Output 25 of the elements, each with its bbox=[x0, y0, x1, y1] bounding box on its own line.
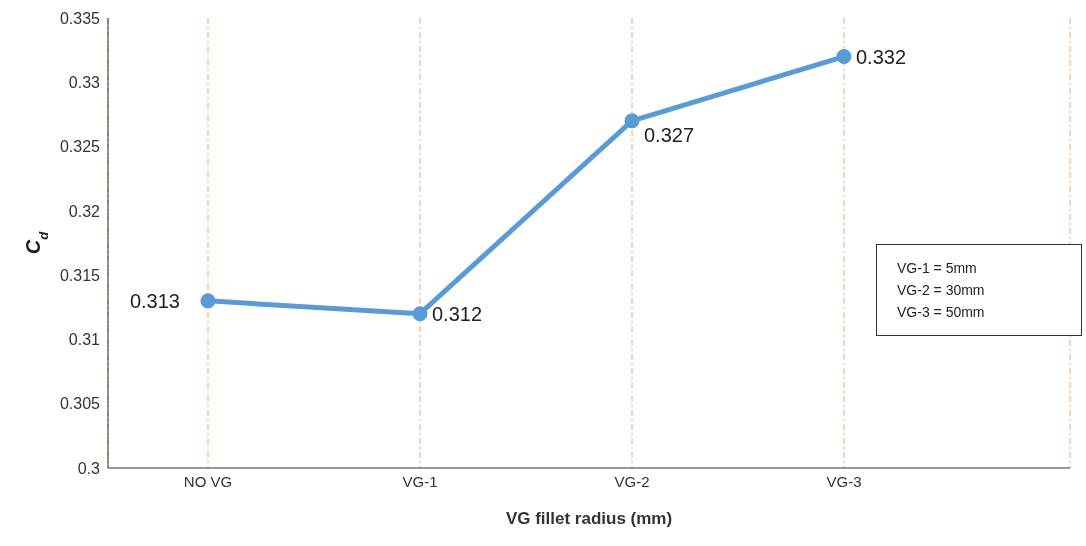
y-tick-label: 0.325 bbox=[59, 138, 101, 156]
y-tick-label: 0.31 bbox=[68, 331, 101, 349]
x-tick-label: VG-3 bbox=[826, 472, 862, 490]
data-label: 0.313 bbox=[129, 290, 180, 313]
x-axis-title: VG fillet radius (mm) bbox=[505, 509, 673, 528]
annotation: VG-3 = 50mm bbox=[897, 303, 986, 322]
data-label: 0.332 bbox=[856, 45, 907, 68]
y-tick-label: 0.3 bbox=[77, 459, 101, 477]
note-box: VG-1 = 5mm VG-2 = 30mm VG-3 = 50mm bbox=[876, 244, 1082, 336]
y-tick-label: 0.315 bbox=[59, 266, 101, 284]
point bbox=[624, 113, 640, 129]
y-tick-label: 0.335 bbox=[59, 9, 101, 27]
x-tick-label: VG-2 bbox=[614, 472, 650, 490]
point bbox=[412, 306, 428, 322]
point bbox=[200, 293, 216, 309]
y-tick-label: 0.305 bbox=[59, 395, 101, 413]
annotation: VG-1 = 5mm bbox=[897, 259, 978, 278]
y-tick-label: 0.32 bbox=[68, 202, 101, 220]
x-tick-label: NO VG bbox=[183, 472, 233, 490]
annotation: VG-2 = 30mm bbox=[897, 281, 986, 300]
data-label: 0.312 bbox=[432, 303, 483, 325]
x-tick-label: VG-1 bbox=[402, 472, 438, 490]
y-tick-label: 0.33 bbox=[68, 73, 101, 91]
point bbox=[836, 49, 852, 65]
data-label: 0.327 bbox=[644, 124, 695, 147]
